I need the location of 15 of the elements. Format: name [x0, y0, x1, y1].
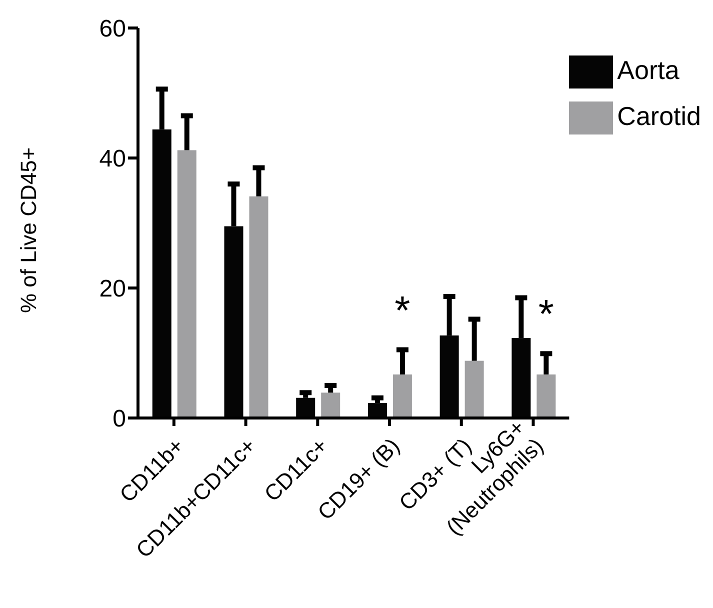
y-tick-label: 60 — [99, 16, 126, 43]
y-tick-label: 20 — [99, 276, 126, 303]
bar — [536, 374, 556, 418]
legend-label: Aorta — [617, 55, 680, 85]
annotation: * — [538, 292, 554, 337]
y-axis-title: % of Live CD45+ — [16, 147, 41, 313]
bar — [392, 374, 412, 418]
legend-label: Carotid — [617, 101, 701, 132]
bar — [177, 150, 196, 418]
y-tick-label: 0 — [112, 406, 126, 433]
y-tick-label: 40 — [99, 146, 126, 173]
annotation: * — [394, 288, 410, 333]
bar — [321, 392, 340, 418]
bar — [464, 360, 484, 418]
bar — [249, 196, 268, 418]
